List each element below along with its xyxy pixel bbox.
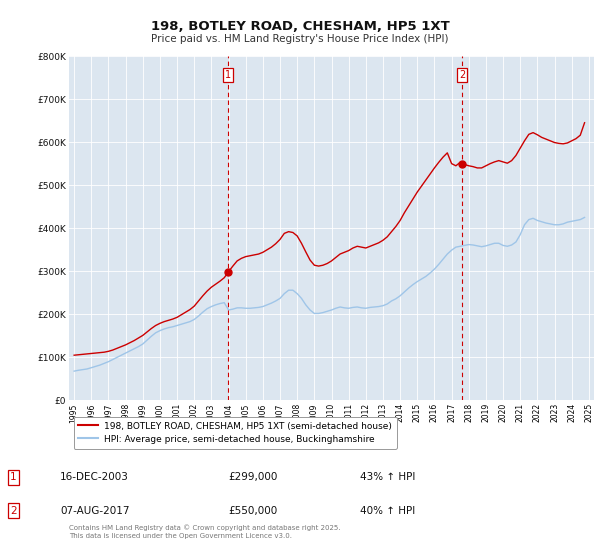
Text: 07-AUG-2017: 07-AUG-2017 (60, 506, 130, 516)
Legend: 198, BOTLEY ROAD, CHESHAM, HP5 1XT (semi-detached house), HPI: Average price, se: 198, BOTLEY ROAD, CHESHAM, HP5 1XT (semi… (74, 417, 397, 449)
Text: 1: 1 (225, 70, 231, 80)
Text: 16-DEC-2003: 16-DEC-2003 (60, 472, 129, 482)
Text: 43% ↑ HPI: 43% ↑ HPI (360, 472, 415, 482)
Text: £550,000: £550,000 (228, 506, 277, 516)
Text: £299,000: £299,000 (228, 472, 277, 482)
Text: 1: 1 (10, 472, 17, 482)
Text: Contains HM Land Registry data © Crown copyright and database right 2025.
This d: Contains HM Land Registry data © Crown c… (69, 525, 341, 539)
Text: 198, BOTLEY ROAD, CHESHAM, HP5 1XT: 198, BOTLEY ROAD, CHESHAM, HP5 1XT (151, 20, 449, 32)
Text: 2: 2 (10, 506, 17, 516)
Text: 40% ↑ HPI: 40% ↑ HPI (360, 506, 415, 516)
Text: Price paid vs. HM Land Registry's House Price Index (HPI): Price paid vs. HM Land Registry's House … (151, 34, 449, 44)
Text: 2: 2 (459, 70, 465, 80)
